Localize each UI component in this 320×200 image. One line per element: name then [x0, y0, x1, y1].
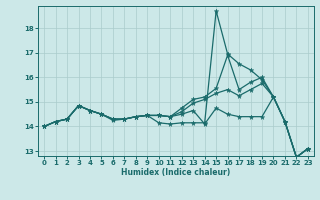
X-axis label: Humidex (Indice chaleur): Humidex (Indice chaleur): [121, 168, 231, 177]
